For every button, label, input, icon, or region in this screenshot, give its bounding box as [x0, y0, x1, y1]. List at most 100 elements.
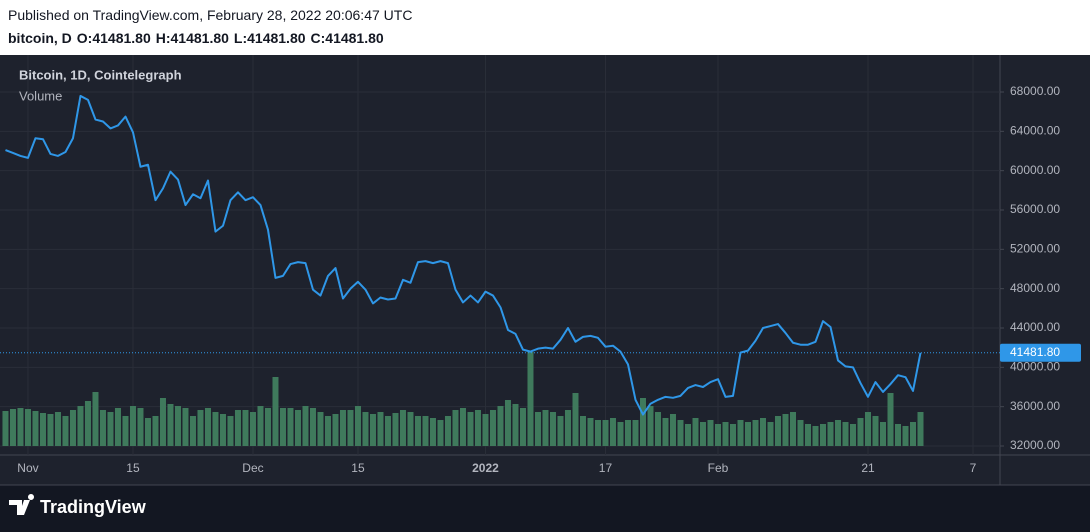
volume-bar — [212, 412, 219, 446]
logo-icon — [9, 493, 35, 515]
x-tick-label: 15 — [351, 461, 365, 475]
volume-bar — [647, 406, 654, 446]
volume-bar — [902, 426, 909, 446]
volume-bar — [632, 420, 639, 446]
volume-bar — [602, 420, 609, 446]
volume-bar — [347, 410, 354, 446]
volume-bar — [677, 420, 684, 446]
volume-bar — [467, 412, 474, 446]
volume-bar — [354, 406, 361, 446]
x-tick-label: 21 — [861, 461, 875, 475]
volume-bar — [234, 410, 241, 446]
volume-bar — [219, 414, 226, 446]
volume-bar — [377, 412, 384, 446]
volume-bar — [482, 414, 489, 446]
volume-bar — [77, 406, 84, 446]
volume-bar — [662, 418, 669, 446]
volume-bar — [579, 416, 586, 446]
volume-bar — [287, 408, 294, 446]
volume-bar — [399, 410, 406, 446]
volume-bar — [474, 410, 481, 446]
volume-bar — [842, 422, 849, 446]
volume-bar — [122, 416, 129, 446]
volume-bar — [707, 420, 714, 446]
volume-bar — [549, 412, 556, 446]
volume-bar — [39, 413, 46, 446]
volume-bar — [309, 408, 316, 446]
volume-bar — [812, 426, 819, 446]
volume-bar — [789, 412, 796, 446]
volume-bar — [609, 418, 616, 446]
x-tick-label: 2022 — [472, 461, 499, 475]
volume-bar — [54, 412, 61, 446]
volume-bar — [242, 410, 249, 446]
volume-bar — [557, 416, 564, 446]
volume-bar — [384, 416, 391, 446]
volume-bar — [324, 416, 331, 446]
volume-bar — [264, 408, 271, 446]
ohlc-value: H:41481.80 — [155, 30, 229, 46]
volume-bar — [107, 412, 114, 446]
symbol-line: bitcoin, D O:41481.80 H:41481.80 L:41481.80… — [8, 30, 384, 46]
volume-bar — [174, 406, 181, 446]
volume-bar — [69, 410, 76, 446]
volume-bar — [587, 418, 594, 446]
volume-bar — [167, 404, 174, 446]
published-line: Published on TradingView.com, February 2… — [8, 7, 413, 23]
volume-bar — [752, 420, 759, 446]
logo: TradingView — [9, 493, 147, 517]
volume-bar — [114, 408, 121, 446]
volume-bar — [62, 416, 69, 446]
volume-bar — [767, 422, 774, 446]
volume-bar — [189, 416, 196, 446]
x-tick-label: 7 — [970, 461, 977, 475]
y-tick-label: 56000.00 — [1010, 202, 1060, 216]
volume-bar — [534, 412, 541, 446]
volume-bar — [437, 420, 444, 446]
x-tick-label: 15 — [126, 461, 140, 475]
volume-bar — [452, 410, 459, 446]
volume-bar — [759, 418, 766, 446]
volume-bar — [272, 377, 279, 446]
volume-bar — [887, 393, 894, 446]
volume-bar — [819, 424, 826, 446]
volume-bar — [257, 406, 264, 446]
volume-bar — [444, 416, 451, 446]
volume-bar — [722, 422, 729, 446]
volume-bar — [152, 416, 159, 446]
volume-bar — [564, 410, 571, 446]
y-tick-label: 32000.00 — [1010, 438, 1060, 452]
y-tick-label: 64000.00 — [1010, 124, 1060, 138]
volume-bar — [182, 408, 189, 446]
volume-bar — [714, 424, 721, 446]
volume-bar — [729, 424, 736, 446]
volume-bar — [302, 406, 309, 446]
volume-bar — [639, 398, 646, 446]
y-tick-label: 60000.00 — [1010, 163, 1060, 177]
volume-bar — [24, 409, 31, 446]
volume-bar — [572, 393, 579, 446]
volume-bar — [669, 414, 676, 446]
volume-bar — [332, 414, 339, 446]
brand: TradingView — [40, 497, 147, 517]
y-tick-label: 44000.00 — [1010, 320, 1060, 334]
x-tick-label: Nov — [17, 461, 38, 475]
header: Published on TradingView.com, February 2… — [0, 0, 1090, 55]
volume-bar — [804, 424, 811, 446]
volume-bar — [392, 413, 399, 446]
volume-bar — [864, 412, 871, 446]
volume-bar — [489, 410, 496, 446]
volume-bar — [407, 412, 414, 446]
volume-bar — [542, 410, 549, 446]
volume-bar — [429, 418, 436, 446]
volume-bar — [594, 420, 601, 446]
y-tick-label: 68000.00 — [1010, 84, 1060, 98]
volume-bar — [137, 408, 144, 446]
volume-bar — [279, 408, 286, 446]
volume-bar — [857, 418, 864, 446]
volume-bar — [504, 400, 511, 446]
volume-bar — [92, 392, 99, 446]
volume-bar — [84, 401, 91, 446]
volume-bar — [362, 412, 369, 446]
